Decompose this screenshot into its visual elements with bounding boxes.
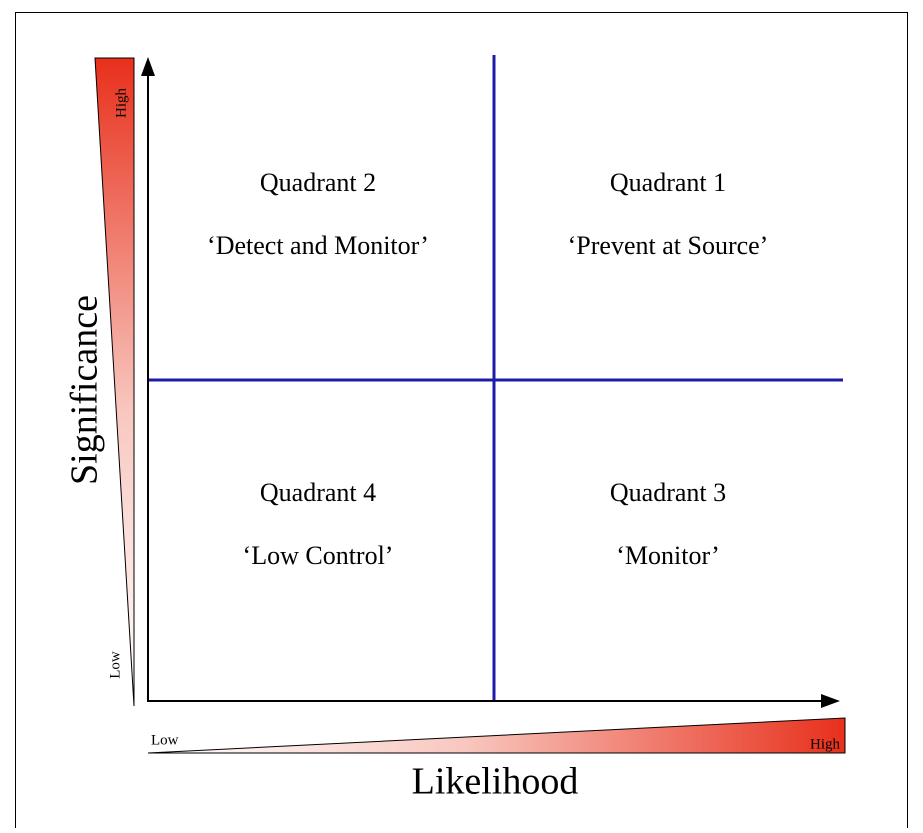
x-axis-title: Likelihood: [412, 761, 579, 803]
x-scale-wedge: [147, 717, 846, 754]
y-arrow: [141, 57, 155, 76]
frame: [15, 12, 908, 833]
quadrant-title: Quadrant 1: [610, 168, 726, 197]
quadrant-title: Quadrant 4: [260, 478, 376, 507]
x-high-label: High: [810, 736, 841, 752]
y-scale-wedge: [94, 57, 135, 707]
y-axis-title: Significance: [64, 295, 106, 485]
x-arrow: [821, 694, 840, 708]
quadrant-label: ‘Low Control’: [243, 541, 394, 570]
y-high-label: High: [113, 88, 129, 119]
quadrant-title: Quadrant 3: [610, 478, 726, 507]
quadrant-label: ‘Detect and Monitor’: [207, 231, 429, 260]
y-low-label: Low: [107, 651, 123, 679]
x-low-label: Low: [151, 732, 179, 748]
quadrant-label: ‘Prevent at Source’: [568, 231, 769, 260]
quadrant-label: ‘Monitor’: [616, 541, 720, 570]
quadrant-title: Quadrant 2: [260, 168, 376, 197]
